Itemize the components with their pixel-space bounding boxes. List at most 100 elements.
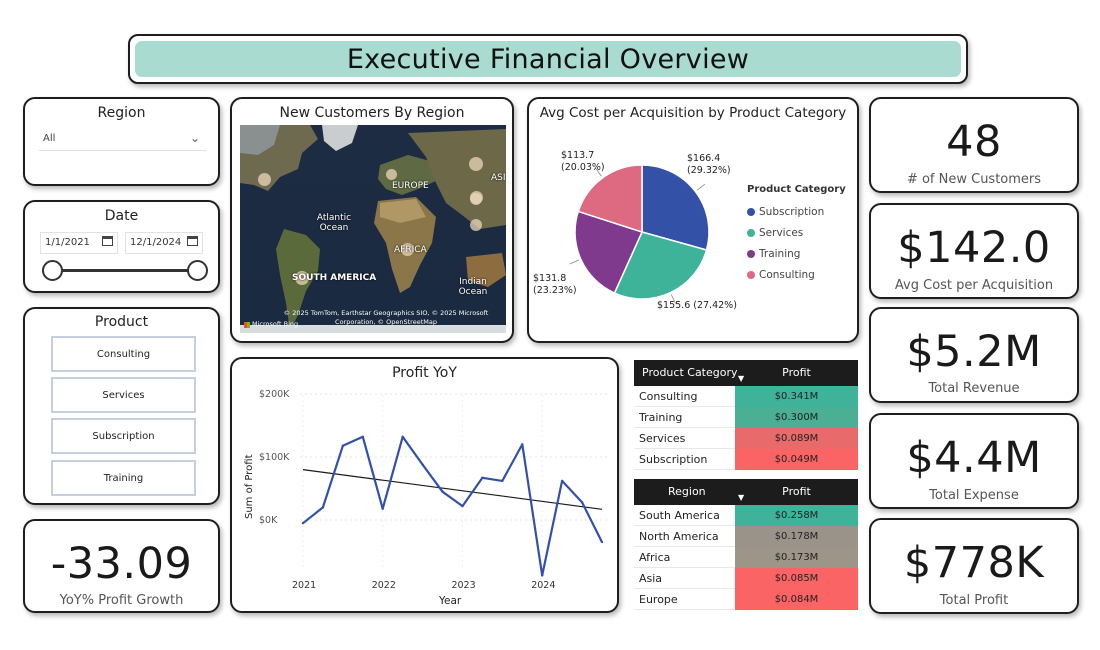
- data-point[interactable]: [521, 443, 524, 446]
- total-revenue-value: $5.2M: [906, 327, 1042, 377]
- row-profit: $0.341M: [735, 386, 858, 407]
- date-slicer: Date 1/1/2021 12/1/2024: [23, 200, 220, 293]
- date-range-track[interactable]: [53, 269, 199, 272]
- pie-slice-training[interactable]: [574, 210, 644, 295]
- data-point[interactable]: [560, 479, 564, 483]
- line-title: Profit YoY: [392, 365, 457, 381]
- y-axis-title: Sum of Profit: [244, 454, 255, 519]
- world-map[interactable]: EUROPE ASI Atlantic Ocean AFRICA SOUTH A…: [240, 125, 506, 333]
- data-point[interactable]: [461, 504, 464, 508]
- pie-chart[interactable]: [529, 121, 857, 341]
- table-row[interactable]: North America $0.178M: [634, 526, 858, 547]
- table-row[interactable]: Europe $0.084M: [634, 589, 858, 610]
- data-point[interactable]: [341, 444, 345, 447]
- data-point[interactable]: [361, 435, 364, 439]
- map-label-africa: AFRICA: [394, 245, 427, 255]
- product-button-training[interactable]: Training: [51, 460, 196, 496]
- total-revenue-label: Total Revenue: [928, 381, 1020, 396]
- row-profit: $0.084M: [735, 589, 858, 610]
- data-point[interactable]: [580, 501, 584, 504]
- end-date-input[interactable]: 12/1/2024: [125, 232, 203, 254]
- page-title: Executive Financial Overview: [346, 43, 750, 75]
- header-profit[interactable]: Profit: [782, 366, 811, 379]
- y-tick-label: $100K: [259, 452, 290, 463]
- customer-bubble[interactable]: [469, 157, 483, 171]
- calendar-icon[interactable]: [187, 236, 198, 246]
- map-label-indian: Indian Ocean: [458, 277, 488, 297]
- row-profit: $0.300M: [735, 407, 858, 428]
- legend-item-consulting[interactable]: Consulting: [747, 264, 824, 285]
- data-point[interactable]: [421, 463, 424, 466]
- legend-dot-icon: [747, 270, 755, 279]
- table-header: Product Category Profit ▼: [634, 360, 858, 386]
- table-row[interactable]: Asia $0.085M: [634, 568, 858, 589]
- microsoft-logo-icon: [244, 321, 250, 328]
- region-slicer: Region All ⌄: [23, 97, 220, 186]
- date-range-end-handle[interactable]: [187, 260, 208, 281]
- legend-item-subscription[interactable]: Subscription: [747, 201, 824, 222]
- sort-down-icon[interactable]: ▼: [738, 374, 745, 383]
- pie-slice-services[interactable]: [613, 231, 708, 300]
- region-dropdown-value: All: [43, 133, 56, 144]
- customer-bubble[interactable]: [258, 173, 271, 186]
- data-point[interactable]: [401, 435, 404, 439]
- pie-legend: Subscription Services Training Consulting: [747, 201, 824, 285]
- pie-slice-consulting[interactable]: [577, 164, 643, 234]
- header-profit[interactable]: Profit: [782, 485, 811, 498]
- row-name: Consulting: [639, 390, 698, 403]
- data-point[interactable]: [501, 479, 504, 483]
- product-button-subscription[interactable]: Subscription: [51, 418, 196, 454]
- table-row[interactable]: Services $0.089M: [634, 428, 858, 449]
- total-profit-value: $778K: [903, 538, 1045, 588]
- table-row[interactable]: South America $0.258M: [634, 505, 858, 526]
- pie-slice-subscription[interactable]: [641, 164, 710, 251]
- customer-bubble[interactable]: [295, 271, 309, 285]
- data-point[interactable]: [441, 490, 444, 493]
- data-point[interactable]: [600, 540, 604, 544]
- row-name: North America: [639, 530, 719, 543]
- data-point[interactable]: [381, 507, 384, 510]
- date-range-start-handle[interactable]: [42, 260, 63, 281]
- trend-line: [302, 469, 603, 510]
- header-banner: Executive Financial Overview: [128, 34, 968, 84]
- legend-item-training[interactable]: Training: [747, 243, 824, 264]
- legend-label: Consulting: [759, 268, 815, 281]
- profit-line-chart[interactable]: $0K $100K $200K 2021 2022 2023 2024 Year Sum of …: [232, 359, 617, 609]
- header-product-category[interactable]: Product Category: [642, 366, 738, 379]
- data-point[interactable]: [541, 574, 544, 577]
- profit-yoy-card: Profit YoY $0K $100K $200K 2021 2022 2023 2024…: [230, 357, 619, 613]
- header-region[interactable]: Region: [668, 485, 706, 498]
- customer-bubble[interactable]: [470, 193, 482, 205]
- product-button-services[interactable]: Services: [51, 377, 196, 413]
- sort-down-icon[interactable]: ▼: [738, 493, 745, 502]
- calendar-icon[interactable]: [102, 236, 113, 246]
- data-point[interactable]: [301, 521, 305, 525]
- start-date-input[interactable]: 1/1/2021: [40, 232, 118, 254]
- table-row[interactable]: Consulting $0.341M: [634, 386, 858, 407]
- profit-series-line[interactable]: [302, 435, 603, 577]
- table-body: Consulting $0.341M Training $0.300M Services…: [634, 386, 858, 470]
- customer-bubble[interactable]: [386, 169, 397, 180]
- row-profit: $0.258M: [735, 505, 858, 526]
- product-button-consulting[interactable]: Consulting: [51, 336, 196, 372]
- legend-dot-icon: [747, 207, 755, 216]
- new-customers-map-card: New Customers By Region: [230, 97, 514, 343]
- product-slicer-title: Product: [94, 314, 149, 330]
- yoy-label: YoY% Profit Growth: [59, 593, 184, 608]
- map-label-europe: EUROPE: [392, 181, 429, 191]
- row-name: South America: [639, 509, 720, 522]
- region-dropdown[interactable]: All ⌄: [39, 129, 206, 151]
- data-point[interactable]: [481, 476, 484, 479]
- total-profit-card: $778K Total Profit: [869, 518, 1079, 614]
- table-row[interactable]: Training $0.300M: [634, 407, 858, 428]
- customer-bubble[interactable]: [401, 243, 414, 256]
- legend-label: Training: [759, 247, 801, 260]
- new-customers-value: 48: [946, 117, 1002, 167]
- table-row[interactable]: Africa $0.173M: [634, 547, 858, 568]
- data-point[interactable]: [321, 506, 325, 509]
- table-row[interactable]: Subscription $0.049M: [634, 449, 858, 470]
- customer-bubble[interactable]: [470, 219, 482, 231]
- avg-cpa-value: $142.0: [897, 223, 1051, 273]
- legend-item-services[interactable]: Services: [747, 222, 824, 243]
- total-expense-card: $4.4M Total Expense: [869, 413, 1079, 509]
